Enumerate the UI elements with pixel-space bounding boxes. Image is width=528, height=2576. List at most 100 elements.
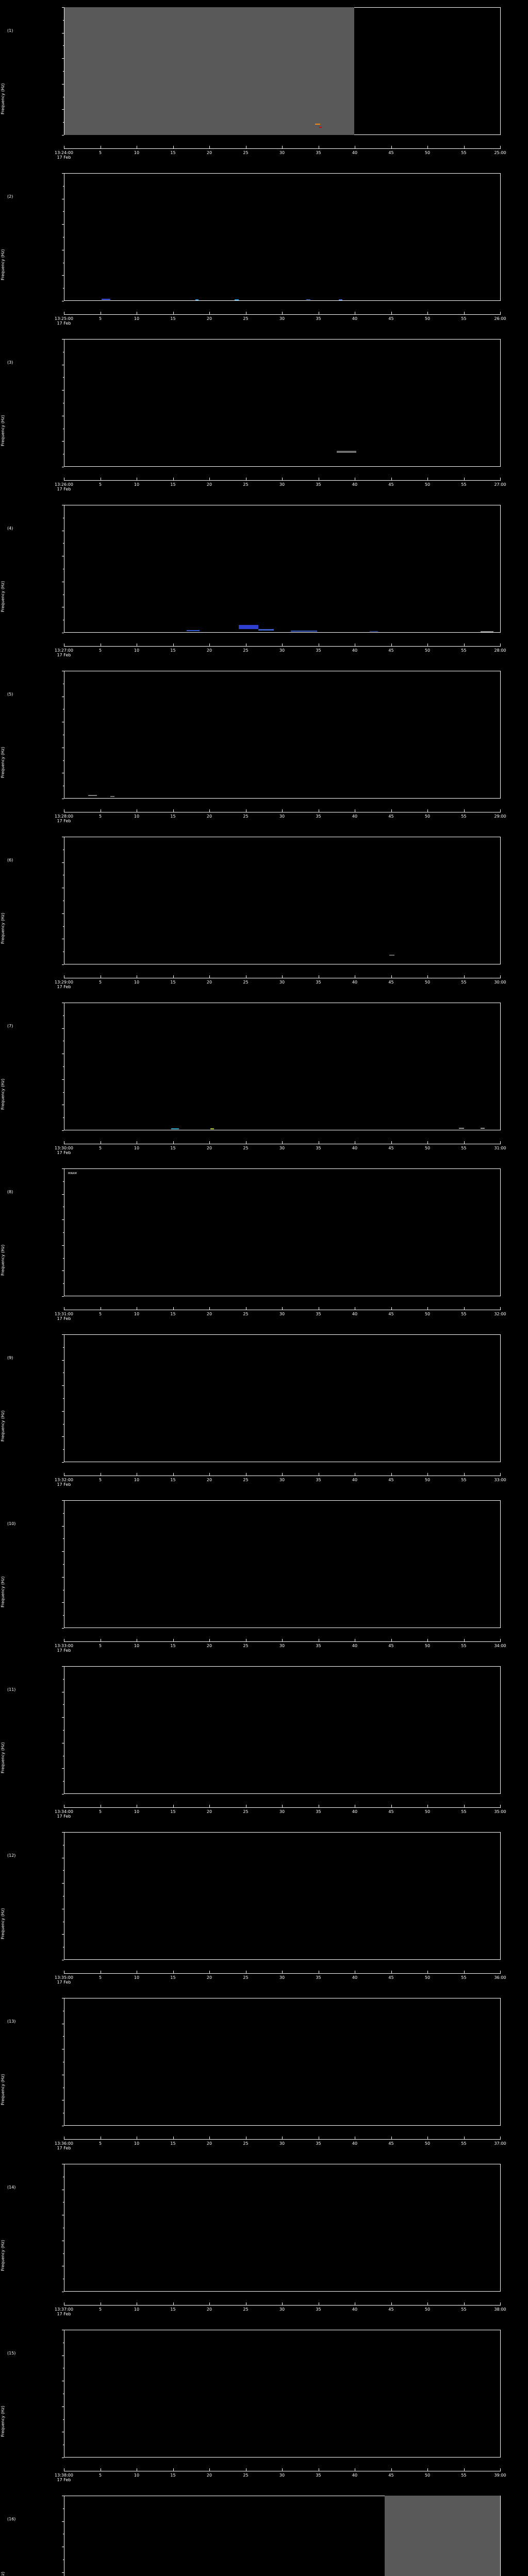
x-tick-mark bbox=[391, 2137, 392, 2139]
x-tick-label: 25 bbox=[243, 814, 249, 819]
spectrogram-panel: (9)Frequency (Hz)0200400600800100013:32:… bbox=[0, 1334, 528, 1500]
x-tick-mark bbox=[391, 1805, 392, 1807]
x-tick-label: 35 bbox=[316, 814, 321, 819]
y-axis-label: Frequency (Hz) bbox=[1, 747, 5, 778]
y-tick-mark bbox=[62, 1245, 64, 1246]
y-axis-label: Frequency (Hz) bbox=[1, 581, 5, 613]
x-axis-start-time: 13:35:00 bbox=[55, 1975, 73, 1980]
panel-index-label: (10) bbox=[7, 1521, 16, 1527]
x-tick-mark bbox=[391, 809, 392, 812]
y-axis-label: Frequency (Hz) bbox=[1, 2572, 5, 2576]
x-axis-end-time: 39:00 bbox=[494, 2473, 506, 2478]
x-tick-label: 13:31:00 17 Feb bbox=[55, 1312, 73, 1321]
y-tick-mark bbox=[62, 1168, 64, 1169]
x-tick-mark bbox=[282, 1307, 283, 1310]
y-tick-mark bbox=[62, 1028, 64, 1029]
x-axis-start-time: 13:32:00 bbox=[55, 1478, 73, 1482]
x-tick-mark bbox=[282, 478, 283, 480]
x-tick-label: 25 bbox=[243, 1478, 249, 1482]
spectrogram-panel: (12)Frequency (Hz)0200400600800100013:35… bbox=[0, 1832, 528, 1998]
y-tick-mark-minor bbox=[63, 1513, 64, 1514]
y-tick-mark bbox=[62, 1436, 64, 1437]
x-tick-mark bbox=[391, 1971, 392, 1973]
x-axis-line bbox=[64, 1639, 501, 1642]
y-tick-mark bbox=[62, 862, 64, 863]
x-tick-label: 50 bbox=[424, 648, 431, 653]
x-tick-label: 13:28:00 17 Feb bbox=[55, 814, 73, 823]
x-tick-mark bbox=[500, 1805, 501, 1807]
axis-spine bbox=[64, 798, 501, 799]
y-tick-mark-minor bbox=[63, 1347, 64, 1348]
x-tick-label: 50 bbox=[424, 1312, 431, 1316]
x-tick-label: 10 bbox=[134, 1809, 140, 1814]
panel-index-label: (5) bbox=[7, 692, 13, 697]
y-tick-mark-minor bbox=[63, 760, 64, 761]
x-tick-mark bbox=[282, 2302, 283, 2305]
x-axis-date: 17 Feb bbox=[57, 1814, 71, 1819]
x-tick-mark bbox=[209, 2468, 210, 2471]
x-tick-label: 35 bbox=[316, 2473, 321, 2478]
x-axis-start-time: 13:37:00 bbox=[55, 2307, 73, 2312]
x-tick-label: 45 bbox=[388, 2307, 394, 2312]
x-tick-label: 25 bbox=[243, 2141, 249, 2146]
y-tick-mark-minor bbox=[63, 2419, 64, 2420]
panel-index-label: (4) bbox=[7, 526, 13, 531]
axis-spine bbox=[500, 1334, 501, 1462]
x-axis-date: 17 Feb bbox=[57, 2312, 71, 2316]
x-axis-date: 17 Feb bbox=[57, 653, 71, 657]
x-tick-mark bbox=[209, 1805, 210, 1807]
x-tick-mark bbox=[500, 2302, 501, 2305]
y-tick-mark bbox=[62, 1462, 64, 1463]
x-tick-label: 25 bbox=[243, 980, 249, 985]
y-axis-label: Frequency (Hz) bbox=[1, 2240, 5, 2272]
x-tick-label: 55 bbox=[461, 814, 467, 819]
x-tick-mark bbox=[464, 1307, 465, 1310]
panel-index-label: (13) bbox=[7, 2019, 16, 2024]
x-tick-label: 20 bbox=[206, 482, 212, 487]
panel-annotation: MIRAM bbox=[68, 1172, 77, 1175]
axis-spine bbox=[500, 1832, 501, 1960]
x-tick-label: 50 bbox=[424, 2473, 431, 2478]
x-tick-label: 5 bbox=[98, 980, 102, 985]
axis-spine bbox=[500, 1666, 501, 1794]
axis-spine bbox=[64, 339, 501, 340]
x-tick-mark bbox=[282, 1141, 283, 1144]
x-tick-label: 40 bbox=[352, 1478, 358, 1482]
x-tick-label: 50 bbox=[424, 1809, 431, 1814]
x-tick-mark bbox=[391, 1639, 392, 1641]
x-tick-label: 30 bbox=[279, 980, 285, 985]
x-tick-mark bbox=[464, 1971, 465, 1973]
spectrogram-panel: (13)Frequency (Hz)0200400600800100013:36… bbox=[0, 1998, 528, 2164]
x-tick-label: 30 bbox=[279, 1478, 285, 1482]
x-tick-label: 55 bbox=[461, 1809, 467, 1814]
x-tick-label: 40 bbox=[352, 1975, 358, 1980]
x-tick-label: 15 bbox=[170, 980, 176, 985]
y-tick-mark bbox=[62, 2521, 64, 2522]
x-tick-label: 55 bbox=[461, 980, 467, 985]
x-tick-label: 30 bbox=[279, 1146, 285, 1150]
spectrogram-canvas bbox=[64, 7, 500, 135]
plot-area bbox=[64, 1832, 501, 1960]
y-axis-label: Frequency (Hz) bbox=[1, 249, 5, 281]
x-tick-label: 35 bbox=[316, 316, 321, 321]
x-tick-label: 55 bbox=[461, 316, 467, 321]
y-tick-mark bbox=[62, 1079, 64, 1080]
y-tick-mark bbox=[62, 173, 64, 174]
x-axis-start-time: 13:27:00 bbox=[55, 648, 73, 653]
signal-trace bbox=[291, 630, 318, 632]
x-tick-mark bbox=[500, 478, 501, 480]
plot-area bbox=[64, 7, 501, 135]
x-axis-end-time: 36:00 bbox=[494, 1975, 506, 1980]
x-tick-label: 25 bbox=[243, 1312, 249, 1316]
y-axis-label: Frequency (Hz) bbox=[1, 2405, 5, 2437]
x-tick-mark bbox=[209, 643, 210, 646]
plot-area bbox=[64, 2496, 501, 2576]
x-tick-mark bbox=[173, 975, 174, 978]
signal-trace bbox=[110, 795, 115, 797]
signal-trace bbox=[258, 629, 274, 631]
axis-spine bbox=[64, 1334, 501, 1335]
x-tick-mark bbox=[500, 146, 501, 148]
y-tick-mark-minor bbox=[63, 122, 64, 123]
y-tick-mark bbox=[62, 224, 64, 225]
y-tick-mark-minor bbox=[63, 1398, 64, 1399]
